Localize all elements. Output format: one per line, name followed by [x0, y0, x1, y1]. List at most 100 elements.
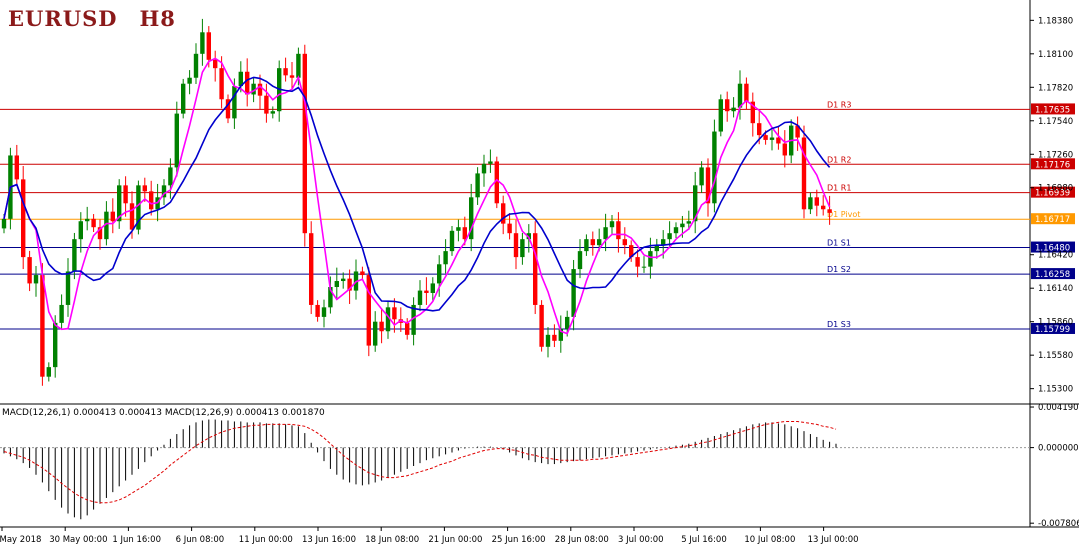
candle [462, 216, 467, 246]
candle-body [571, 269, 576, 317]
candle [65, 258, 71, 317]
price-tick-label: 1.15580 [1038, 351, 1073, 361]
candle-body [737, 83, 743, 108]
level-name: D1 R3 [827, 100, 851, 109]
candle-body [827, 209, 832, 213]
candle [181, 78, 186, 119]
candle [827, 195, 832, 225]
candle-body [373, 321, 378, 346]
candle-body [206, 32, 211, 60]
candle-body [475, 173, 480, 198]
candle-body [629, 245, 634, 258]
candle-body [635, 257, 640, 267]
candle [469, 183, 474, 252]
candle [603, 213, 608, 252]
level-price-label: 1.16258 [1035, 270, 1070, 280]
candle [334, 267, 339, 299]
level-name: D1 S2 [827, 265, 851, 274]
candle [513, 219, 519, 270]
candle-body [680, 223, 685, 228]
candle-body [219, 68, 224, 100]
level-name: D1 R2 [827, 155, 851, 164]
level-name: D1 Pivot [827, 210, 860, 219]
price-tick-label: 1.15860 [1038, 318, 1073, 328]
level-price-label: 1.16717 [1035, 215, 1070, 225]
candle [430, 277, 435, 301]
candle [405, 318, 410, 340]
candle-body [686, 221, 691, 224]
candle-body [40, 275, 45, 377]
candle [705, 158, 711, 217]
candle [251, 77, 256, 103]
candle-body [507, 223, 512, 234]
candle [341, 272, 346, 289]
time-tick-label: 25 Jun 16:00 [492, 535, 546, 545]
candle-body [1, 218, 7, 229]
candle-body [481, 163, 487, 174]
candle-body [565, 316, 570, 329]
candle [315, 300, 320, 322]
candle-body [85, 218, 90, 222]
candle-body [193, 53, 199, 78]
pivot-levels: D1 R3 1.17635 D1 R2 1.17176 D1 R1 1.16939 D1 P… [0, 100, 1075, 335]
candle-body [302, 53, 307, 234]
candle-body [597, 239, 602, 246]
candle [110, 198, 115, 234]
candle [437, 255, 442, 297]
candle [187, 70, 192, 95]
candle-body [104, 211, 109, 240]
candle-body [795, 125, 800, 138]
candle [648, 237, 653, 279]
candle [309, 221, 314, 315]
candle-body [225, 99, 231, 119]
candle-body [59, 304, 64, 323]
candle-body [744, 83, 749, 102]
candle-body [590, 239, 595, 246]
candle-body [27, 257, 32, 284]
candle [577, 239, 583, 279]
candle-body [673, 227, 679, 234]
macd-caption: MACD(12,26,1) 0.000413 0.000413 MACD(12,… [2, 408, 325, 418]
time-tick-label: 21 Jun 00:00 [428, 535, 482, 545]
candle [609, 215, 615, 235]
candle [699, 161, 704, 194]
candle-body [200, 32, 205, 54]
candle [168, 158, 173, 199]
candle-body [174, 113, 179, 168]
level-price-label: 1.17635 [1035, 105, 1070, 115]
candle-body [609, 221, 615, 228]
candle [558, 315, 563, 353]
candle-body [750, 101, 755, 124]
candle-body [366, 275, 371, 346]
candle-body [238, 71, 243, 87]
candle-body [417, 290, 423, 305]
level-price-box [1031, 213, 1075, 225]
candle-body [449, 230, 455, 252]
candle [629, 240, 634, 262]
candle-body [14, 155, 19, 180]
time-tick-label: 11 Jun 00:00 [239, 535, 293, 545]
level-name: D1 S1 [827, 239, 851, 248]
time-tick-label: 13 Jul 00:00 [808, 535, 859, 545]
time-tick-label: 5 Jul 16:00 [681, 535, 727, 545]
candle-body [776, 137, 781, 144]
candle-body [501, 203, 506, 224]
candle-body [462, 227, 467, 240]
candle-body [693, 185, 698, 222]
candle [417, 280, 423, 312]
candle [373, 311, 378, 352]
candle-body [21, 179, 26, 258]
level-price-label: 1.16939 [1035, 189, 1070, 199]
candle-body [763, 135, 768, 140]
time-tick-label: 10 Jul 08:00 [744, 535, 795, 545]
candle [33, 265, 39, 297]
candle [385, 301, 391, 339]
candle-body [667, 233, 672, 240]
candle [123, 176, 128, 217]
candle-body [136, 185, 141, 230]
candle [85, 206, 90, 231]
candle [136, 180, 141, 235]
candle-body [821, 205, 826, 210]
level-name: D1 R1 [827, 184, 851, 193]
